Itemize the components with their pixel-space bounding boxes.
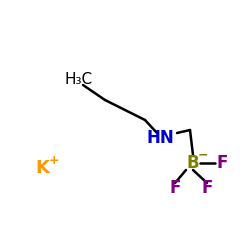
Text: −: − [198, 148, 208, 162]
Text: F: F [216, 154, 228, 172]
Text: F: F [201, 179, 213, 197]
Text: HN: HN [146, 129, 174, 147]
Text: F: F [169, 179, 181, 197]
Text: B: B [187, 154, 199, 172]
Text: +: + [49, 154, 59, 166]
Text: K: K [35, 159, 49, 177]
Text: H₃C: H₃C [65, 72, 93, 88]
